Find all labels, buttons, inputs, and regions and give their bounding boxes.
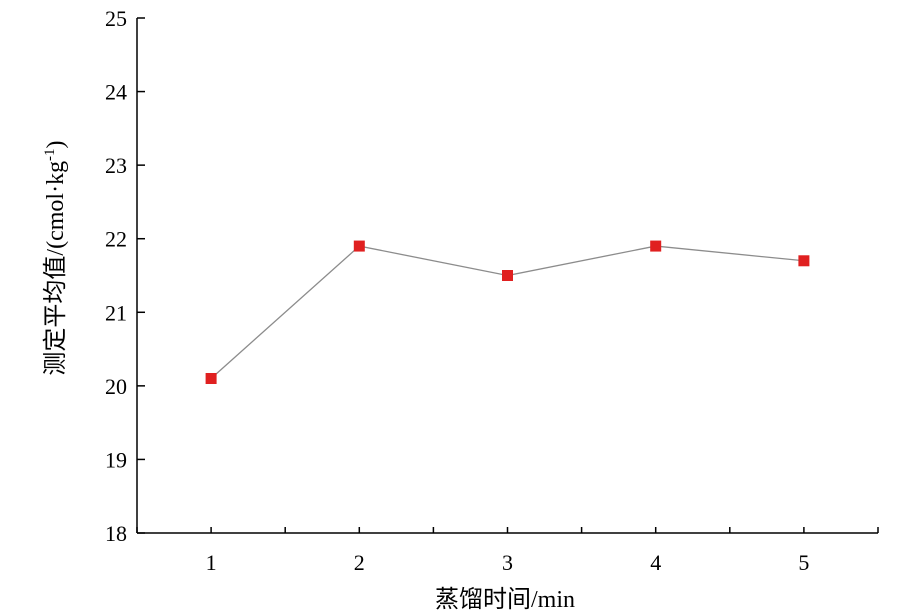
y-tick-label: 25 <box>105 6 127 31</box>
data-point <box>650 240 662 252</box>
y-axis-title-main: 测定平均值/(cmol·kg <box>42 161 69 376</box>
y-tick-label: 22 <box>105 227 127 252</box>
x-tick-label: 4 <box>650 550 661 575</box>
y-axis-title-unit-exponent: -1 <box>42 148 58 161</box>
data-point <box>502 270 513 281</box>
data-point <box>353 240 365 252</box>
y-axis-title-close: ) <box>43 140 69 148</box>
y-tick-label: 20 <box>105 374 127 399</box>
x-tick-label: 2 <box>354 550 365 575</box>
y-axis-ticks: 18 19 20 21 22 23 24 25 <box>105 6 145 546</box>
y-tick-label: 21 <box>105 300 127 325</box>
y-tick-label: 18 <box>105 521 127 546</box>
series-line <box>210 245 804 379</box>
y-tick-label: 24 <box>105 80 127 105</box>
x-axis-ticks: 1 2 3 4 5 <box>136 527 879 575</box>
x-tick-label: 3 <box>502 550 513 575</box>
data-point <box>798 255 810 267</box>
series-layer <box>205 240 810 384</box>
x-tick-label: 5 <box>798 550 809 575</box>
data-point <box>205 373 217 384</box>
x-tick-label: 1 <box>206 550 217 575</box>
y-axis-title: 测定平均值/(cmol·kg-1) <box>42 140 69 375</box>
y-tick-label: 23 <box>105 153 127 178</box>
x-axis-title: 蒸馏时间/min <box>435 586 575 613</box>
series <box>205 240 810 384</box>
y-tick-label: 19 <box>105 447 127 472</box>
